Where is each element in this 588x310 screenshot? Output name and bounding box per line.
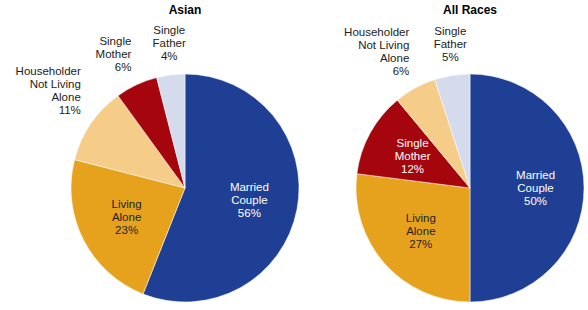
- slice-category-label: SingleMother: [96, 35, 132, 60]
- label-line: Householder: [344, 26, 409, 38]
- label-line: Householder: [16, 65, 81, 77]
- slice-category-label: LivingAlone: [112, 198, 142, 223]
- label-line: Single: [99, 35, 131, 47]
- pie-slice: [157, 74, 185, 188]
- label-line: Single: [434, 25, 466, 37]
- slice-value-label: 6%: [115, 61, 132, 73]
- label-line: Couple: [231, 194, 267, 206]
- chart-title: All Races: [443, 3, 497, 17]
- label-line: Single: [397, 137, 429, 149]
- label-line: Alone: [112, 211, 141, 223]
- label-line: Couple: [517, 182, 553, 194]
- pie-slice: [435, 74, 470, 188]
- slice-value-label: 6%: [393, 65, 410, 77]
- slice-category-label: MarriedCouple: [230, 181, 269, 206]
- chart-title: Asian: [169, 3, 202, 17]
- label-line: Father: [434, 38, 467, 50]
- slice-labels: MarriedCouple50%LivingAlone27%SingleMoth…: [344, 25, 555, 250]
- slice-category-label: SingleFather: [153, 24, 186, 49]
- label-line: Mother: [395, 150, 431, 162]
- slice-value-label: 5%: [442, 51, 459, 63]
- label-line: Not Living: [358, 39, 409, 51]
- pie-chart: MarriedCouple56%LivingAlone23%Householde…: [16, 24, 299, 302]
- label-line: Alone: [51, 91, 80, 103]
- slice-labels: MarriedCouple56%LivingAlone23%Householde…: [16, 24, 269, 236]
- slice-value-label: 27%: [409, 238, 432, 250]
- slice-category-label: HouseholderNot LivingAlone: [16, 65, 81, 103]
- slice-value-label: 50%: [524, 195, 547, 207]
- slice-category-label: SingleFather: [434, 25, 467, 50]
- slice-category-label: SingleMother: [395, 137, 431, 162]
- slice-category-label: LivingAlone: [406, 212, 436, 237]
- label-line: Single: [153, 24, 185, 36]
- slice-value-label: 56%: [238, 207, 261, 219]
- slice-value-label: 4%: [161, 50, 178, 62]
- slices: [71, 74, 299, 302]
- chart-root: MarriedCouple56%LivingAlone23%Householde…: [0, 0, 588, 310]
- pie-chart: MarriedCouple50%LivingAlone27%SingleMoth…: [344, 25, 584, 302]
- label-line: Married: [230, 181, 269, 193]
- label-line: Living: [406, 212, 436, 224]
- slices: [356, 74, 584, 302]
- label-line: Living: [112, 198, 142, 210]
- label-line: Married: [516, 169, 555, 181]
- slice-value-label: 12%: [401, 163, 424, 175]
- label-line: Father: [153, 37, 186, 49]
- label-line: Alone: [380, 52, 409, 64]
- slice-value-label: 23%: [115, 224, 138, 236]
- slice-value-label: 11%: [59, 104, 81, 116]
- pie-slice: [356, 174, 470, 302]
- slice-category-label: HouseholderNot LivingAlone: [344, 26, 409, 64]
- pie-slice: [470, 74, 584, 302]
- slice-category-label: MarriedCouple: [516, 169, 555, 194]
- label-line: Alone: [406, 225, 435, 237]
- label-line: Mother: [96, 48, 132, 60]
- label-line: Not Living: [30, 78, 81, 90]
